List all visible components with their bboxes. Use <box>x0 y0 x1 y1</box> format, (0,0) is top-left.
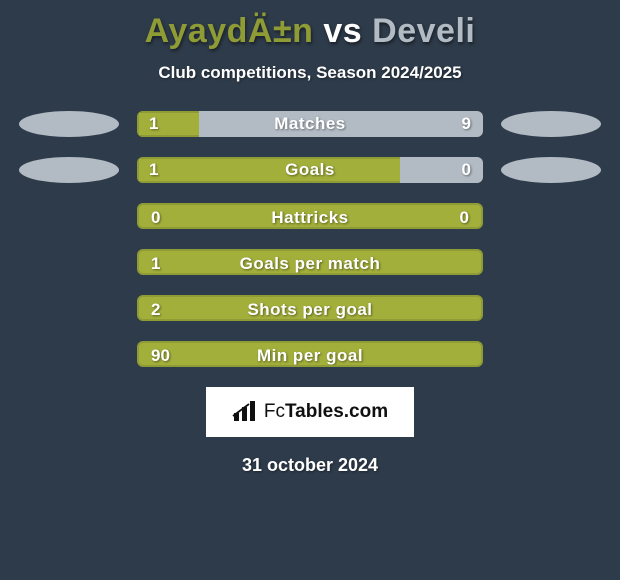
stat-row: 90Min per goal <box>0 341 620 367</box>
comparison-chart: 19Matches 10Goals 00Hattricks 1Goals per ma… <box>0 111 620 367</box>
page-title: AyaydÄ±n vs Develi <box>0 0 620 51</box>
team-badge-right <box>501 157 601 183</box>
team-badge-left <box>19 249 119 275</box>
logo-text: FcTables.com <box>264 401 388 423</box>
stat-row: 10Goals <box>0 157 620 183</box>
stat-row: 00Hattricks <box>0 203 620 229</box>
stat-bar: 10Goals <box>137 157 483 183</box>
stat-bar: 00Hattricks <box>137 203 483 229</box>
stat-label: Goals per match <box>139 251 481 275</box>
team-badge-right <box>501 341 601 367</box>
team-badge-left <box>19 341 119 367</box>
team-badge-right <box>501 203 601 229</box>
bar-chart-icon <box>232 401 260 423</box>
logo-suffix: Tables.com <box>285 401 388 422</box>
stat-bar: 1Goals per match <box>137 249 483 275</box>
title-player2: Develi <box>372 12 475 50</box>
team-badge-right <box>501 111 601 137</box>
stat-row: 19Matches <box>0 111 620 137</box>
date-label: 31 october 2024 <box>0 455 620 476</box>
stat-label: Matches <box>137 111 483 137</box>
team-badge-left <box>19 295 119 321</box>
stat-row: 2Shots per goal <box>0 295 620 321</box>
fctables-logo: FcTables.com <box>206 387 414 437</box>
team-badge-right <box>501 295 601 321</box>
stat-bar: 2Shots per goal <box>137 295 483 321</box>
logo-prefix: Fc <box>264 401 285 422</box>
title-player1: AyaydÄ±n <box>145 12 314 50</box>
team-badge-left <box>19 111 119 137</box>
team-badge-left <box>19 157 119 183</box>
title-vs: vs <box>323 12 362 50</box>
subtitle: Club competitions, Season 2024/2025 <box>0 63 620 83</box>
team-badge-left <box>19 203 119 229</box>
stat-label: Min per goal <box>139 343 481 367</box>
stat-row: 1Goals per match <box>0 249 620 275</box>
stat-label: Shots per goal <box>139 297 481 321</box>
stat-label: Goals <box>137 157 483 183</box>
stat-bar: 19Matches <box>137 111 483 137</box>
stat-label: Hattricks <box>139 205 481 229</box>
stat-bar: 90Min per goal <box>137 341 483 367</box>
team-badge-right <box>501 249 601 275</box>
